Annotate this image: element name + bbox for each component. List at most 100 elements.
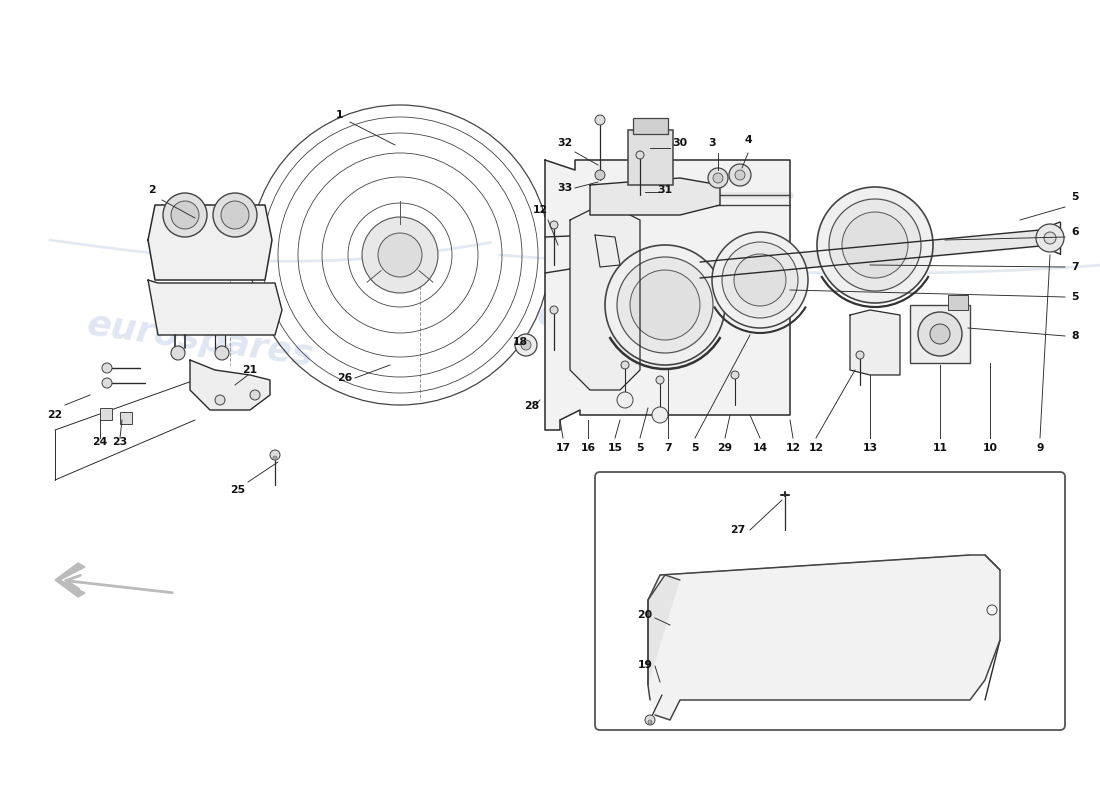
- Text: 10: 10: [982, 443, 998, 453]
- Text: 2: 2: [148, 185, 156, 195]
- FancyBboxPatch shape: [595, 472, 1065, 730]
- Circle shape: [734, 254, 786, 306]
- Circle shape: [918, 312, 962, 356]
- Circle shape: [273, 456, 277, 460]
- Circle shape: [630, 270, 700, 340]
- Circle shape: [521, 340, 531, 350]
- Circle shape: [515, 334, 537, 356]
- Polygon shape: [55, 563, 85, 597]
- Circle shape: [656, 376, 664, 384]
- Text: 12: 12: [785, 443, 801, 453]
- Circle shape: [250, 390, 260, 400]
- Polygon shape: [595, 235, 620, 267]
- Circle shape: [214, 395, 225, 405]
- Text: 9: 9: [1036, 443, 1044, 453]
- Circle shape: [856, 351, 864, 359]
- Circle shape: [1044, 232, 1056, 244]
- Bar: [100, 408, 112, 420]
- Circle shape: [270, 450, 280, 460]
- Polygon shape: [148, 205, 272, 280]
- Circle shape: [102, 363, 112, 373]
- Circle shape: [842, 212, 908, 278]
- Circle shape: [617, 257, 713, 353]
- Bar: [628, 130, 673, 185]
- Bar: [632, 118, 668, 134]
- Bar: [948, 295, 968, 310]
- Circle shape: [713, 173, 723, 183]
- Text: 21: 21: [242, 365, 257, 375]
- Text: 29: 29: [717, 443, 733, 453]
- Circle shape: [221, 201, 249, 229]
- Text: 19: 19: [638, 660, 652, 670]
- Circle shape: [645, 715, 654, 725]
- Text: 5: 5: [636, 443, 644, 453]
- Polygon shape: [648, 575, 680, 685]
- Circle shape: [712, 232, 808, 328]
- Text: 5: 5: [1071, 292, 1079, 302]
- Text: 28: 28: [525, 401, 540, 411]
- Circle shape: [617, 392, 632, 408]
- Circle shape: [378, 233, 422, 277]
- Polygon shape: [590, 178, 720, 215]
- Text: 20: 20: [637, 610, 652, 620]
- Text: 4: 4: [745, 135, 751, 145]
- Polygon shape: [544, 160, 790, 430]
- Text: 18: 18: [513, 337, 528, 347]
- Circle shape: [817, 187, 933, 303]
- Bar: [120, 412, 132, 424]
- Polygon shape: [190, 360, 270, 410]
- Text: 11: 11: [933, 443, 947, 453]
- Text: 7: 7: [664, 443, 672, 453]
- Circle shape: [1036, 224, 1064, 252]
- Text: 7: 7: [1071, 262, 1079, 272]
- Text: 33: 33: [558, 183, 573, 193]
- Circle shape: [595, 115, 605, 125]
- Text: 5: 5: [1071, 192, 1079, 202]
- Circle shape: [648, 720, 652, 724]
- Circle shape: [170, 201, 199, 229]
- Text: 27: 27: [730, 525, 746, 535]
- Text: 8: 8: [1071, 331, 1079, 341]
- Circle shape: [595, 170, 605, 180]
- Text: 1: 1: [337, 110, 343, 120]
- Text: 12: 12: [532, 205, 548, 215]
- Bar: [910, 305, 970, 363]
- Circle shape: [170, 346, 185, 360]
- Text: 24: 24: [92, 437, 108, 447]
- Text: 15: 15: [607, 443, 623, 453]
- Text: eurospares: eurospares: [85, 307, 316, 373]
- Text: 14: 14: [752, 443, 768, 453]
- Circle shape: [213, 193, 257, 237]
- Text: eurospares: eurospares: [535, 298, 766, 362]
- Text: 3: 3: [708, 138, 716, 148]
- Text: 25: 25: [230, 485, 245, 495]
- Circle shape: [708, 168, 728, 188]
- Text: 32: 32: [558, 138, 573, 148]
- Circle shape: [621, 361, 629, 369]
- Text: 13: 13: [862, 443, 878, 453]
- Text: 6: 6: [1071, 227, 1079, 237]
- Circle shape: [550, 306, 558, 314]
- Circle shape: [102, 378, 112, 388]
- Text: 26: 26: [338, 373, 353, 383]
- Text: eurospares: eurospares: [632, 592, 827, 648]
- Circle shape: [930, 324, 950, 344]
- Circle shape: [732, 371, 739, 379]
- Circle shape: [729, 164, 751, 186]
- Text: 30: 30: [672, 138, 688, 148]
- Text: 12: 12: [808, 443, 824, 453]
- Circle shape: [735, 170, 745, 180]
- Circle shape: [214, 346, 229, 360]
- Circle shape: [722, 242, 798, 318]
- Circle shape: [652, 407, 668, 423]
- Text: 5: 5: [691, 443, 698, 453]
- Circle shape: [163, 193, 207, 237]
- Circle shape: [550, 221, 558, 229]
- Circle shape: [362, 217, 438, 293]
- Polygon shape: [850, 310, 900, 375]
- Circle shape: [605, 245, 725, 365]
- Polygon shape: [648, 555, 1000, 720]
- Polygon shape: [148, 280, 282, 335]
- Text: 22: 22: [47, 410, 63, 420]
- Polygon shape: [570, 210, 640, 390]
